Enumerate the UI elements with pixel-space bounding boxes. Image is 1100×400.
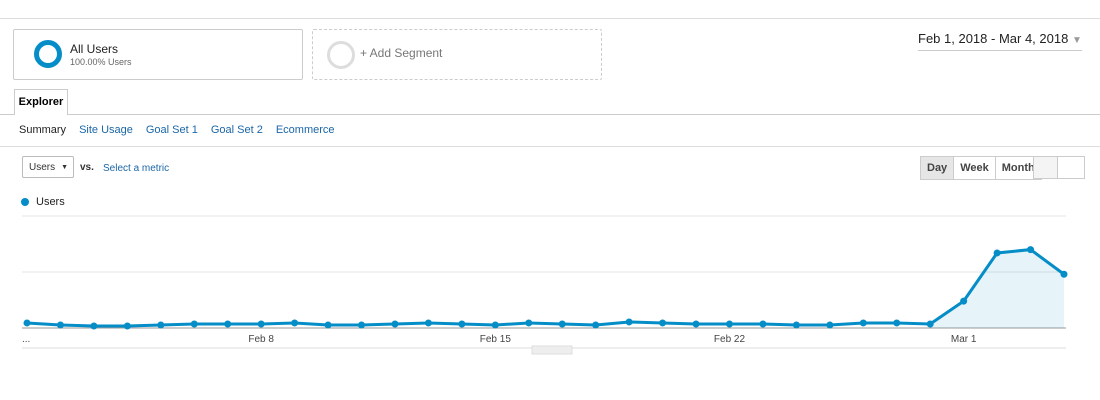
point: [90, 322, 98, 330]
subtab[interactable]: Site Usage: [79, 124, 133, 136]
subtabs: Summary Site Usage Goal Set 1 Goal Set 2 Eco…: [19, 124, 348, 136]
segment-all-users[interactable]: All Users 100.00% Users: [13, 29, 303, 80]
add-icon: [327, 41, 355, 69]
motion-chart-button[interactable]: [1057, 156, 1085, 179]
subtab[interactable]: Ecommerce: [275, 124, 335, 136]
metric-dropdown[interactable]: Users ▼: [22, 156, 74, 178]
point: [358, 321, 366, 329]
point: [1060, 270, 1068, 278]
point: [993, 249, 1001, 257]
date-range[interactable]: Feb 1, 2018 - Mar 4, 2018 ▼: [918, 31, 1082, 51]
point: [458, 320, 466, 328]
point: [826, 321, 834, 329]
point: [525, 319, 533, 327]
line: [26, 248, 1065, 328]
sub-line: [0, 146, 1100, 147]
legend-label: Users: [36, 196, 65, 208]
point: [859, 319, 867, 327]
scroll-handle: [531, 345, 573, 355]
point: [391, 320, 399, 328]
period-button[interactable]: Day: [920, 156, 955, 180]
point: [1027, 246, 1035, 254]
point: [893, 319, 901, 327]
point: [759, 320, 767, 328]
point: [424, 319, 432, 327]
date-text: Feb 1, 2018 - Mar 4, 2018: [918, 31, 1069, 46]
add-segment-label: + Add Segment: [360, 46, 443, 60]
point: [960, 297, 968, 305]
vs-label: vs.: [80, 162, 94, 173]
x-tick-label: Mar 1: [951, 334, 977, 345]
point: [257, 320, 265, 328]
point: [692, 320, 700, 328]
point: [792, 321, 800, 329]
point: [592, 321, 600, 329]
segment-name: All Users: [70, 42, 119, 56]
x-tick-label: ...: [22, 334, 30, 345]
segment-detail: 100.00% Users: [70, 57, 132, 67]
point: [123, 322, 131, 330]
point: [324, 321, 332, 329]
point: [291, 319, 299, 327]
point: [659, 319, 667, 327]
explorer-tab[interactable]: Explorer: [14, 89, 68, 115]
tab-line: [0, 114, 1100, 115]
period-button[interactable]: Week: [953, 156, 996, 180]
subtab[interactable]: Goal Set 2: [210, 124, 263, 136]
x-tick-label: Feb 15: [480, 334, 512, 345]
legend-dot: [21, 198, 29, 206]
point: [558, 320, 566, 328]
subtab[interactable]: Summary: [19, 124, 67, 136]
point: [56, 321, 64, 329]
area: [930, 249, 1064, 328]
top-border: [0, 18, 1100, 19]
subtab[interactable]: Goal Set 1: [145, 124, 198, 136]
segment-icon: [34, 40, 62, 68]
point: [625, 318, 633, 326]
x-tick-label: Feb 22: [714, 334, 746, 345]
point: [491, 321, 499, 329]
point: [23, 319, 31, 327]
point: [157, 321, 165, 329]
point: [725, 320, 733, 328]
point: [926, 320, 934, 328]
metric-text: Users: [29, 162, 56, 173]
x-tick-label: Feb 8: [248, 334, 274, 345]
add-segment[interactable]: + Add Segment: [312, 29, 602, 80]
select-metric[interactable]: Select a metric: [103, 163, 170, 174]
point: [224, 320, 232, 328]
point: [190, 320, 198, 328]
